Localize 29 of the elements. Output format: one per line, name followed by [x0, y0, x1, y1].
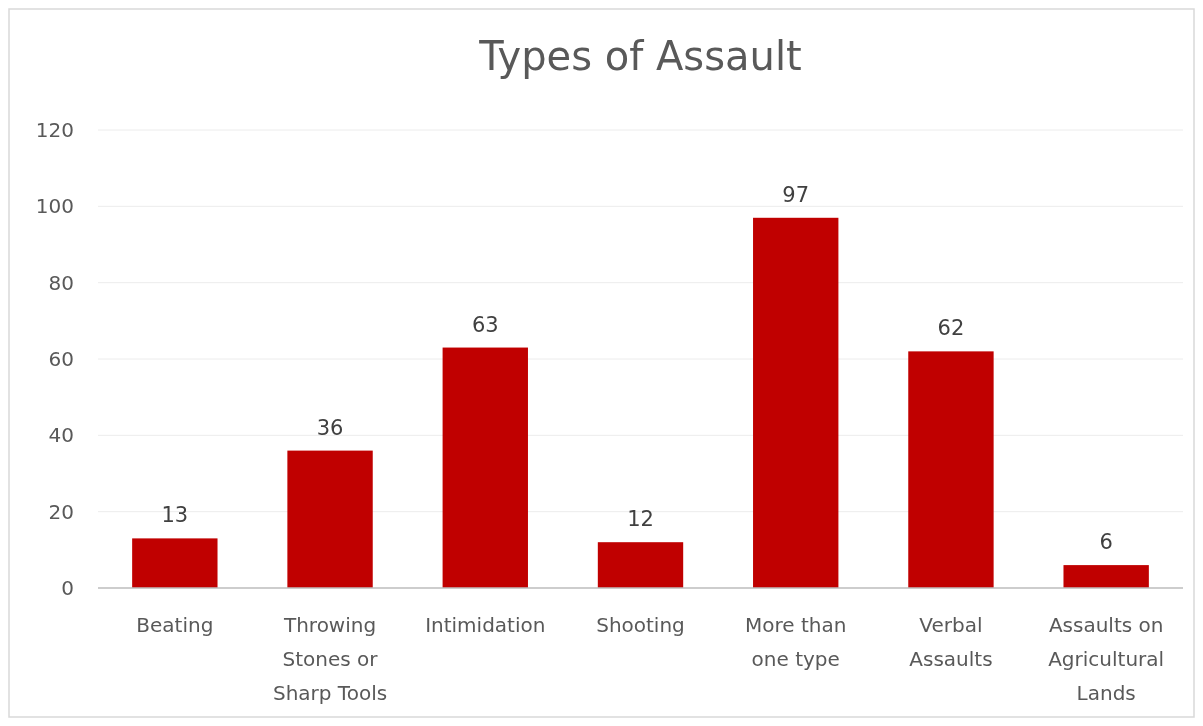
- data-label: 12: [627, 507, 654, 532]
- y-tick-label: 100: [35, 194, 74, 219]
- x-tick-label: Verbal Assaults: [909, 613, 993, 671]
- bar: [753, 217, 839, 588]
- bar: [287, 450, 373, 588]
- data-label: 13: [161, 503, 189, 528]
- data-label: 97: [782, 182, 810, 207]
- data-label: 62: [937, 316, 965, 341]
- bar: [1063, 565, 1149, 588]
- y-tick-label: 80: [48, 270, 74, 295]
- y-tick-label: 40: [48, 423, 74, 448]
- x-tick-label: Throwing Stones or Sharp Tools: [272, 613, 388, 705]
- chart-title: Types of Assault: [478, 33, 802, 79]
- y-tick-label: 120: [35, 118, 74, 142]
- y-tick-label: 20: [48, 499, 74, 524]
- y-tick-label: 0: [61, 576, 74, 600]
- x-tick-label: More than one type: [745, 613, 847, 671]
- bar: [132, 538, 218, 588]
- x-tick-label: Shooting: [596, 613, 685, 637]
- bar: [442, 347, 528, 588]
- x-tick-label: Intimidation: [425, 613, 546, 637]
- data-label: 63: [471, 312, 499, 337]
- bar: [597, 542, 684, 588]
- bar: [908, 351, 994, 588]
- data-label: 36: [316, 415, 344, 440]
- x-tick-label: Beating: [136, 613, 214, 637]
- y-tick-label: 60: [48, 347, 74, 371]
- x-tick-label: Assaults on Agricultural Lands: [1048, 613, 1165, 705]
- data-label: 6: [1099, 530, 1113, 555]
